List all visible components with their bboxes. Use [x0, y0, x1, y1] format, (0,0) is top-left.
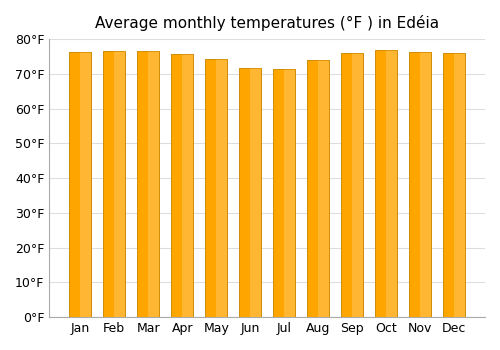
Bar — [80, 52, 92, 317]
Bar — [341, 52, 363, 317]
Bar — [205, 59, 227, 317]
Bar — [137, 51, 159, 317]
Bar — [205, 59, 227, 317]
Bar — [250, 68, 261, 317]
Bar — [307, 60, 329, 317]
Bar — [420, 52, 431, 317]
Bar — [182, 54, 193, 317]
Bar — [171, 54, 193, 317]
Bar — [318, 60, 329, 317]
Bar — [273, 69, 295, 317]
Bar — [137, 51, 159, 317]
Bar — [103, 51, 126, 317]
Bar — [443, 53, 465, 317]
Bar — [352, 52, 363, 317]
Bar — [284, 69, 295, 317]
Bar — [239, 68, 261, 317]
Bar — [148, 51, 159, 317]
Bar — [341, 52, 363, 317]
Bar — [386, 50, 397, 317]
Bar — [409, 52, 431, 317]
Bar — [239, 68, 261, 317]
Bar — [69, 52, 92, 317]
Bar — [443, 53, 465, 317]
Bar — [216, 59, 227, 317]
Bar — [375, 50, 397, 317]
Bar — [273, 69, 295, 317]
Bar — [114, 51, 126, 317]
Bar — [103, 51, 126, 317]
Bar — [171, 54, 193, 317]
Bar — [307, 60, 329, 317]
Bar — [409, 52, 431, 317]
Bar — [454, 53, 465, 317]
Title: Average monthly temperatures (°F ) in Edéia: Average monthly temperatures (°F ) in Ed… — [95, 15, 439, 31]
Bar — [375, 50, 397, 317]
Bar — [69, 52, 92, 317]
